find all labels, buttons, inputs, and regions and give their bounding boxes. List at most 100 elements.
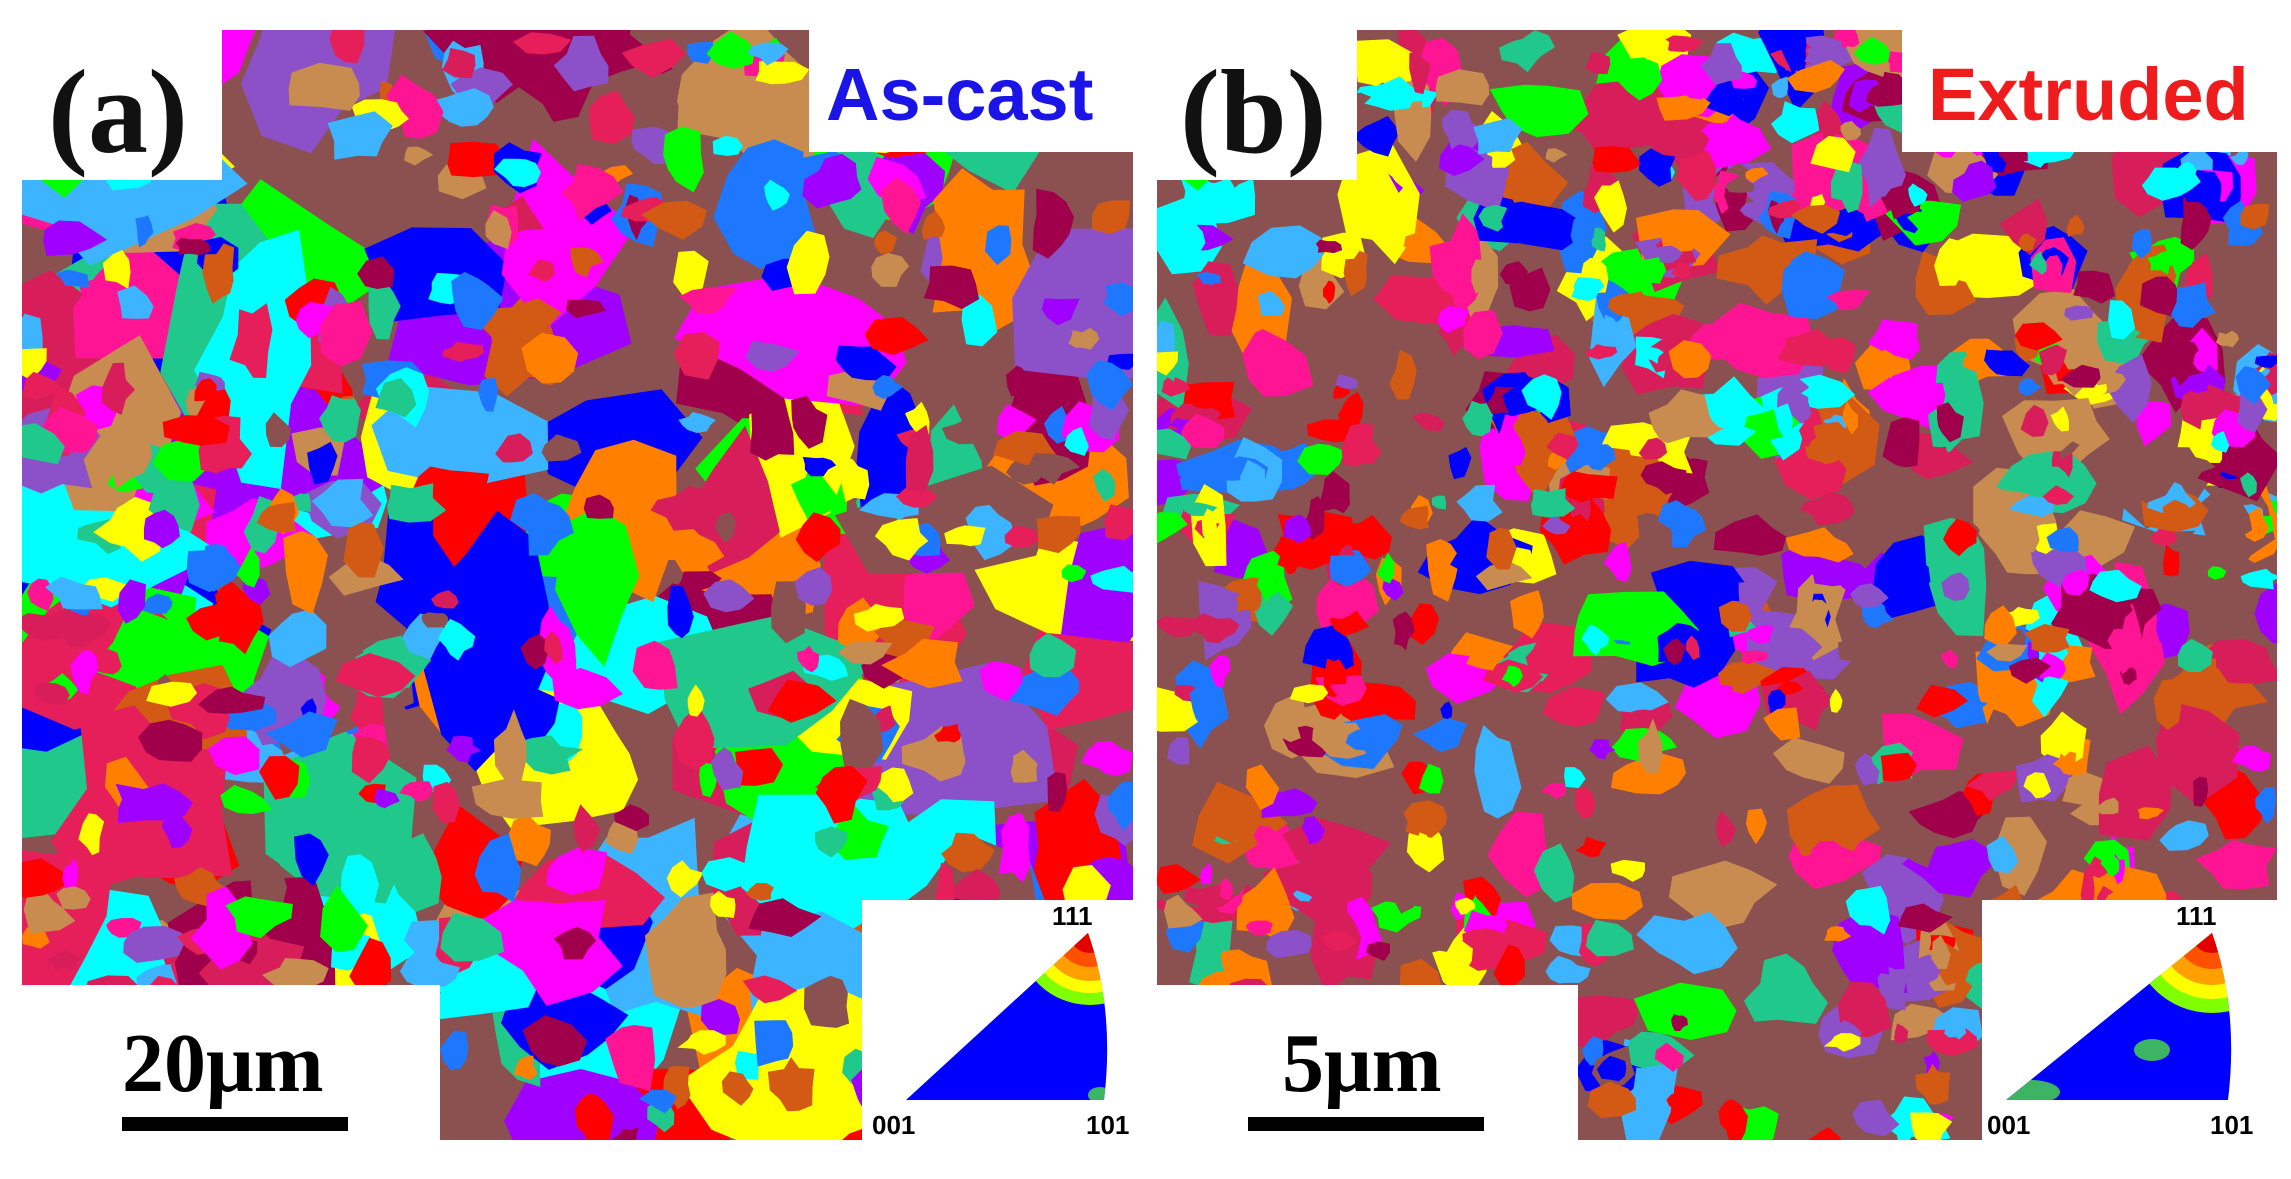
grain [1607, 291, 1656, 320]
grain [1738, 582, 1761, 606]
grain [194, 378, 217, 402]
grain [667, 586, 694, 639]
ipf-label-111-a: 111 [1052, 901, 1093, 931]
grain [961, 294, 998, 347]
grain [934, 723, 961, 743]
grain [1209, 655, 1231, 689]
grain [404, 146, 434, 166]
grain [1591, 227, 1606, 252]
grain [1256, 569, 1279, 603]
grain [2177, 638, 2213, 672]
grain [1533, 843, 1575, 903]
grain [442, 341, 485, 362]
grain [474, 833, 522, 903]
scale-bar-text-b: 5μm [1282, 1017, 1442, 1110]
grain [2145, 411, 2159, 429]
grain [2211, 431, 2230, 453]
grain [1585, 100, 1658, 135]
grain [2180, 197, 2212, 250]
grain [1585, 344, 1618, 360]
grain [1012, 228, 1133, 380]
grain [1199, 177, 1236, 208]
grain [1157, 428, 1192, 460]
grain [1809, 840, 1861, 871]
grain [495, 433, 533, 463]
grain [2080, 869, 2095, 908]
grain [1356, 55, 1397, 86]
grain [1309, 270, 1329, 294]
grain [1418, 763, 1444, 794]
grain [2255, 786, 2276, 824]
grain [1545, 955, 1591, 984]
grain [96, 649, 122, 675]
grain [1654, 245, 1683, 264]
grain [1376, 88, 1414, 103]
grain [451, 271, 504, 331]
grain [1944, 1021, 1967, 1040]
grain [837, 641, 893, 665]
grain [1253, 890, 1279, 924]
grain [872, 375, 904, 399]
grain [2018, 378, 2042, 396]
grain [700, 999, 740, 1036]
grain [941, 417, 978, 445]
grain [2018, 233, 2037, 251]
grain [1358, 694, 1394, 714]
grain [715, 512, 736, 543]
grain [1916, 685, 1969, 718]
grain [1946, 30, 1980, 49]
grain [1391, 862, 1419, 914]
grain [1838, 636, 1886, 662]
grain [446, 735, 482, 763]
grain [1417, 813, 1435, 828]
grain [1795, 751, 1827, 772]
grain [1486, 528, 1517, 570]
grain [2066, 214, 2085, 237]
grain [701, 857, 764, 892]
grain [676, 571, 722, 596]
condition-label-extruded: Extruded [1928, 53, 2249, 136]
grain [1621, 256, 1669, 284]
grain [943, 30, 966, 45]
grain [101, 362, 136, 415]
grain [442, 48, 476, 79]
grain [1475, 559, 1533, 591]
grain [2151, 528, 2177, 546]
grain [1466, 646, 1500, 671]
grain [2043, 255, 2063, 279]
grain [1341, 423, 1382, 467]
grain [1575, 836, 1607, 858]
grain [2089, 569, 2142, 603]
grain [2061, 569, 2090, 596]
grain [283, 530, 328, 615]
grain [1741, 650, 1768, 665]
grain [117, 285, 154, 319]
grain [1695, 683, 1735, 717]
grain [2050, 406, 2069, 432]
grain [1294, 868, 1345, 904]
grain [1032, 188, 1075, 259]
grain [1946, 696, 1988, 717]
grain [965, 504, 1017, 561]
grain [146, 681, 198, 707]
grain [528, 259, 555, 282]
grain [2153, 678, 2182, 730]
grain [1564, 767, 1586, 788]
grain [288, 62, 360, 111]
grain [1229, 540, 1253, 566]
grain [1659, 35, 1704, 52]
grain [135, 215, 154, 248]
grain [2001, 516, 2040, 553]
grain [1645, 347, 1664, 364]
grain [2162, 339, 2204, 387]
grain [2040, 315, 2092, 366]
grain [1329, 554, 1372, 587]
grain [32, 1052, 66, 1104]
grain [2035, 501, 2053, 518]
grain [923, 265, 980, 310]
grain [22, 348, 47, 381]
grain [22, 985, 89, 1027]
grain [2118, 771, 2153, 816]
grain [1802, 599, 1830, 638]
grain [56, 886, 91, 910]
